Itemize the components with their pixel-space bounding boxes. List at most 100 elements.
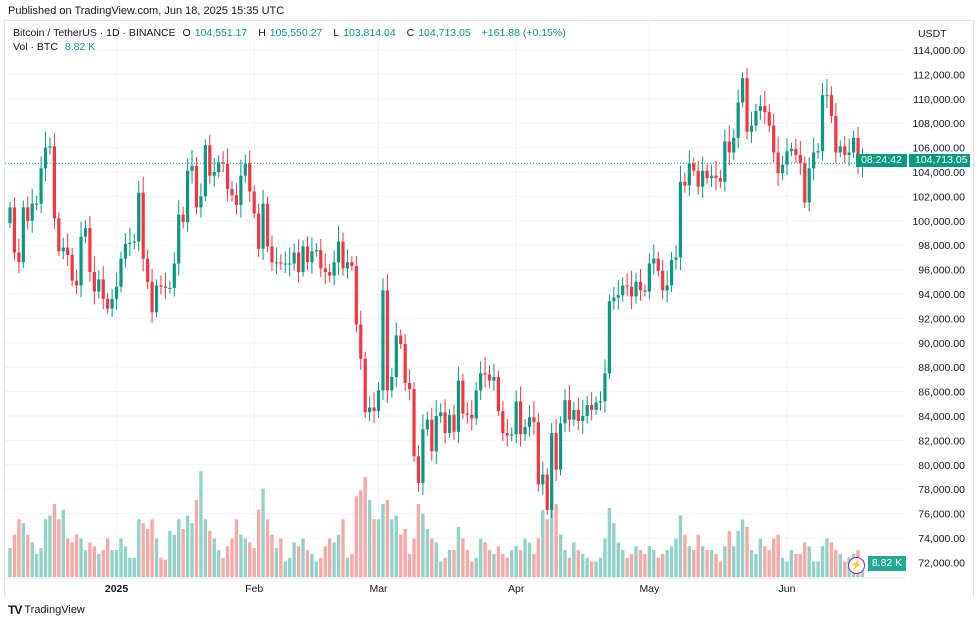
- candle-body: [83, 228, 88, 237]
- candle-body: [434, 416, 438, 452]
- volume-bar: [634, 546, 638, 577]
- candle-body: [390, 376, 394, 391]
- candle-body: [519, 401, 523, 435]
- candle-body: [43, 147, 48, 169]
- candle-body: [456, 380, 461, 432]
- change-value: +161.88 (+0.15%): [481, 27, 566, 39]
- candle-body: [110, 298, 114, 309]
- volume-bar: [732, 546, 736, 577]
- volume-bar: [350, 553, 354, 577]
- volume-bar: [461, 538, 465, 577]
- candle-body: [501, 411, 505, 434]
- volume-bar: [510, 550, 514, 577]
- volume-bar: [159, 557, 163, 577]
- volume-bar: [407, 553, 412, 577]
- tradingview-logo[interactable]: TV TradingView: [8, 603, 85, 617]
- volume-badge: 8.82 K: [868, 556, 906, 571]
- candle-body: [652, 258, 656, 264]
- volume-bar: [296, 546, 301, 577]
- volume-bar: [430, 538, 434, 577]
- candlestick-chart[interactable]: 114,000.00 112,000.00 110,000.00 108,000.00…: [0, 0, 980, 600]
- volume-bar: [696, 534, 700, 577]
- volume-bar: [669, 546, 674, 577]
- time-tick-label: Mar: [369, 583, 388, 595]
- candle-body: [745, 78, 749, 132]
- volume-bar: [310, 553, 314, 577]
- candle-body: [576, 409, 580, 421]
- volume-bar: [17, 519, 21, 577]
- candle-body: [661, 270, 665, 291]
- volume-bar: [221, 557, 225, 577]
- tv-logo-icon: TV: [8, 603, 22, 617]
- volume-bar: [239, 534, 243, 577]
- candle-body: [527, 417, 532, 427]
- candle-body: [581, 416, 585, 421]
- volume-bar: [74, 534, 79, 577]
- volume-bar: [820, 546, 825, 577]
- candle-body: [376, 390, 381, 412]
- candle-body: [194, 165, 199, 208]
- candle-body: [385, 290, 389, 391]
- volume-bar: [683, 534, 687, 577]
- candle-body: [443, 412, 447, 434]
- candle-body: [221, 162, 225, 164]
- volume-bar: [771, 538, 776, 577]
- candle-body: [736, 102, 740, 138]
- candle-body: [621, 285, 625, 296]
- volume-bar: [141, 523, 145, 577]
- volume-bar: [194, 500, 199, 577]
- volume-bar: [248, 542, 252, 577]
- candle-body: [439, 412, 443, 416]
- candle-body: [336, 241, 341, 263]
- volume-bar: [652, 550, 656, 577]
- candle-body: [114, 286, 119, 299]
- volume-bar: [798, 553, 803, 577]
- volume-bar: [399, 534, 403, 577]
- close-value: C 104,713.05: [406, 27, 471, 39]
- volume-bar: [603, 538, 607, 577]
- candle-body: [803, 163, 807, 203]
- volume-bar: [252, 548, 256, 577]
- candle-body: [212, 172, 216, 176]
- candle-body: [732, 137, 736, 153]
- candle-body: [381, 290, 385, 391]
- candle-body: [270, 246, 274, 263]
- candle-body: [323, 268, 327, 273]
- candle-body: [714, 175, 718, 179]
- candle-body: [416, 456, 421, 484]
- volume-bar: [700, 546, 705, 577]
- candle-body: [12, 207, 17, 253]
- candle-body: [496, 376, 500, 412]
- volume-bar: [483, 542, 487, 577]
- volume-bar: [594, 561, 598, 577]
- volume-bar: [270, 534, 274, 577]
- volume-bar: [234, 519, 239, 577]
- candle-body: [789, 148, 794, 152]
- candle-body: [630, 286, 634, 297]
- volume-bar: [332, 542, 336, 577]
- volume-bar: [780, 557, 785, 577]
- volume-bar: [292, 542, 296, 577]
- volume-bar: [514, 546, 518, 577]
- candle-body: [66, 247, 70, 255]
- volume-bar: [216, 550, 221, 577]
- candle-body: [829, 95, 833, 116]
- volume-bar: [8, 548, 12, 577]
- candle-body: [70, 254, 74, 281]
- volume-bar: [505, 557, 509, 577]
- price-axis: 114,000.00 112,000.00 110,000.00 108,000.00…: [912, 45, 965, 569]
- volume-bar: [438, 561, 443, 577]
- candle-body: [97, 279, 101, 292]
- last-price-badge: 104,713.05: [909, 154, 970, 167]
- candle-body: [88, 228, 92, 273]
- candle-body: [536, 422, 540, 485]
- volume-bar: [589, 561, 594, 577]
- symbol-title[interactable]: Bitcoin / TetherUS · 1D · BINANCE: [13, 27, 176, 39]
- price-tick-label: 96,000.00: [918, 265, 965, 277]
- volume-label[interactable]: Vol · BTC: [13, 41, 58, 53]
- candle-body: [101, 279, 105, 299]
- lightning-icon[interactable]: ⚡: [848, 557, 865, 574]
- candle-body: [8, 207, 12, 224]
- volume-bar: [367, 500, 372, 577]
- volume-bar: [567, 557, 572, 577]
